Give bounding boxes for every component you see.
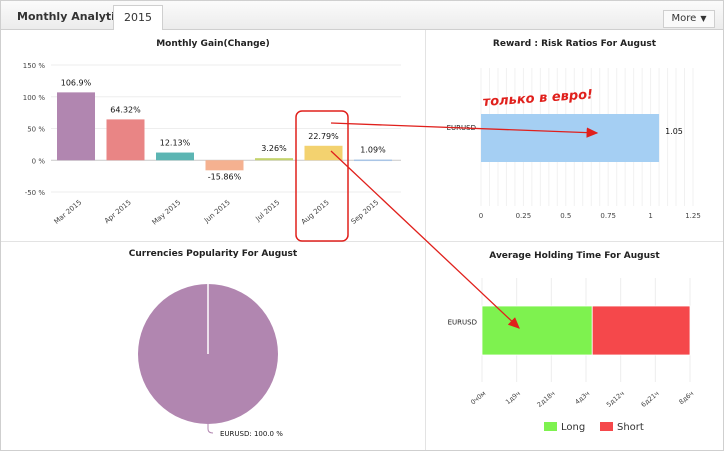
holding-category-label: EURUSD — [448, 319, 477, 327]
gain-bar[interactable] — [255, 158, 293, 161]
gain-ytick-label: 0 % — [32, 157, 46, 165]
gain-data-label: 1.09% — [360, 146, 386, 155]
gain-xtick-label: Aug 2015 — [300, 198, 331, 226]
legend-short-label: Short — [617, 422, 644, 433]
holding-bar-short[interactable] — [591, 305, 691, 356]
holding-bar-long[interactable] — [481, 305, 593, 356]
ratio-xtick-label: 0.5 — [560, 212, 571, 220]
gain-ytick-label: -50 % — [25, 189, 46, 197]
gain-bar[interactable] — [57, 92, 95, 161]
gain-bar[interactable] — [156, 152, 194, 161]
legend-long[interactable]: Long — [544, 422, 585, 433]
gain-bar[interactable] — [205, 160, 244, 171]
monthly-gain-chart: 150 % 100 % 50 % 0 % -50 % 106.9% Mar 2015 64.3… — [23, 62, 401, 227]
gain-xtick-label: Mar 2015 — [53, 198, 84, 226]
gain-data-label: 106.9% — [61, 78, 92, 87]
tab-year[interactable]: 2015 — [113, 5, 163, 30]
ratio-xtick-label: 0.75 — [600, 212, 616, 220]
more-button-label: More — [671, 13, 697, 24]
ratio-category-label: EURUSD — [447, 124, 476, 132]
holding-xtick-label: 1д9ч — [504, 389, 522, 406]
gain-xtick-label: Sep 2015 — [350, 198, 381, 225]
ratio-xtick-label: 1 — [648, 212, 652, 220]
popularity-panel: Currencies Popularity For August EURUSD:… — [1, 242, 425, 450]
gain-xtick-label: Jul 2015 — [254, 198, 282, 223]
chevron-down-icon: ▼ — [700, 14, 707, 23]
more-button[interactable]: More ▼ — [663, 10, 715, 28]
holding-time-chart: 0ч0м 1д9ч 2д18ч 4д3ч 5д12ч 6д21ч 8д6ч EURUSD — [448, 278, 695, 409]
holding-time-title: Average Holding Time For August — [489, 251, 660, 261]
holding-xtick-label: 2д18ч — [536, 389, 557, 409]
gain-bar[interactable] — [354, 159, 392, 162]
pie-label-connector — [207, 424, 214, 434]
monthly-gain-title: Monthly Gain(Change) — [156, 39, 270, 49]
popularity-chart: EURUSD: 100.0 % — [138, 284, 283, 438]
ratio-value-label: 1.05 — [665, 127, 683, 136]
gain-xtick-label: May 2015 — [151, 198, 183, 226]
holding-xtick-label: 8д6ч — [677, 389, 695, 406]
legend-long-label: Long — [561, 422, 586, 433]
holding-xtick-label: 0ч0м — [469, 389, 487, 406]
legend-short-swatch — [600, 422, 613, 431]
tab-monthly-analytics[interactable]: Monthly Analytics — [17, 10, 128, 23]
pie-slice-label: EURUSD: 100.0 % — [220, 430, 283, 438]
gain-data-label: 64.32% — [110, 105, 141, 114]
holding-xtick-label: 4д3ч — [573, 389, 591, 406]
gain-data-label: 3.26% — [261, 144, 287, 153]
reward-risk-title: Reward : Risk Ratios For August — [492, 39, 657, 49]
gain-ytick-label: 100 % — [23, 94, 46, 102]
monthly-gain-panel: Monthly Gain(Change) 150 % 100 % 50 % 0 % -5… — [1, 30, 425, 241]
holding-time-panel: Average Holding Time For August 0ч0м 1д9ч… — [426, 242, 723, 450]
ratio-xtick-label: 0.25 — [516, 212, 532, 220]
reward-risk-chart: 0 0.25 0.5 0.75 1 1.25 EURUSD 1.05 — [447, 68, 701, 220]
gain-xtick-label: Apr 2015 — [103, 198, 133, 225]
holding-xtick-label: 6д21ч — [640, 389, 661, 409]
gain-ytick-label: 150 % — [23, 62, 46, 70]
reward-risk-panel: Reward : Risk Ratios For August 0 0.25 0.5… — [426, 30, 723, 241]
legend-short[interactable]: Short — [600, 422, 644, 433]
gain-ytick-label: 50 % — [27, 126, 45, 134]
holding-xtick-label: 5д12ч — [605, 389, 626, 409]
gain-data-label: 22.79% — [308, 132, 339, 141]
tab-bar: Monthly Analytics 2015 More ▼ — [1, 1, 723, 30]
gain-bar[interactable] — [304, 145, 343, 161]
ratio-bar[interactable] — [481, 114, 660, 162]
gain-bar[interactable] — [106, 119, 145, 161]
ratio-xtick-label: 0 — [479, 212, 483, 220]
gain-data-label: 12.13% — [160, 139, 191, 148]
ratio-xtick-label: 1.25 — [685, 212, 701, 220]
gain-data-label: -15.86% — [208, 172, 242, 181]
gain-xtick-label: Jun 2015 — [202, 198, 232, 225]
legend-long-swatch — [544, 422, 557, 431]
popularity-title: Currencies Popularity For August — [128, 249, 298, 259]
